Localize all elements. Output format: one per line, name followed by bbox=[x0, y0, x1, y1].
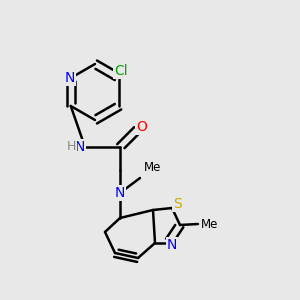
Text: H: H bbox=[66, 140, 76, 154]
Text: O: O bbox=[136, 120, 147, 134]
Text: S: S bbox=[172, 197, 182, 211]
Text: Cl: Cl bbox=[114, 64, 128, 78]
Text: N: N bbox=[75, 140, 85, 154]
Text: Me: Me bbox=[144, 161, 161, 174]
Text: N: N bbox=[167, 238, 177, 252]
Text: N: N bbox=[115, 186, 125, 200]
Text: Me: Me bbox=[201, 218, 218, 230]
Text: N: N bbox=[64, 71, 75, 85]
